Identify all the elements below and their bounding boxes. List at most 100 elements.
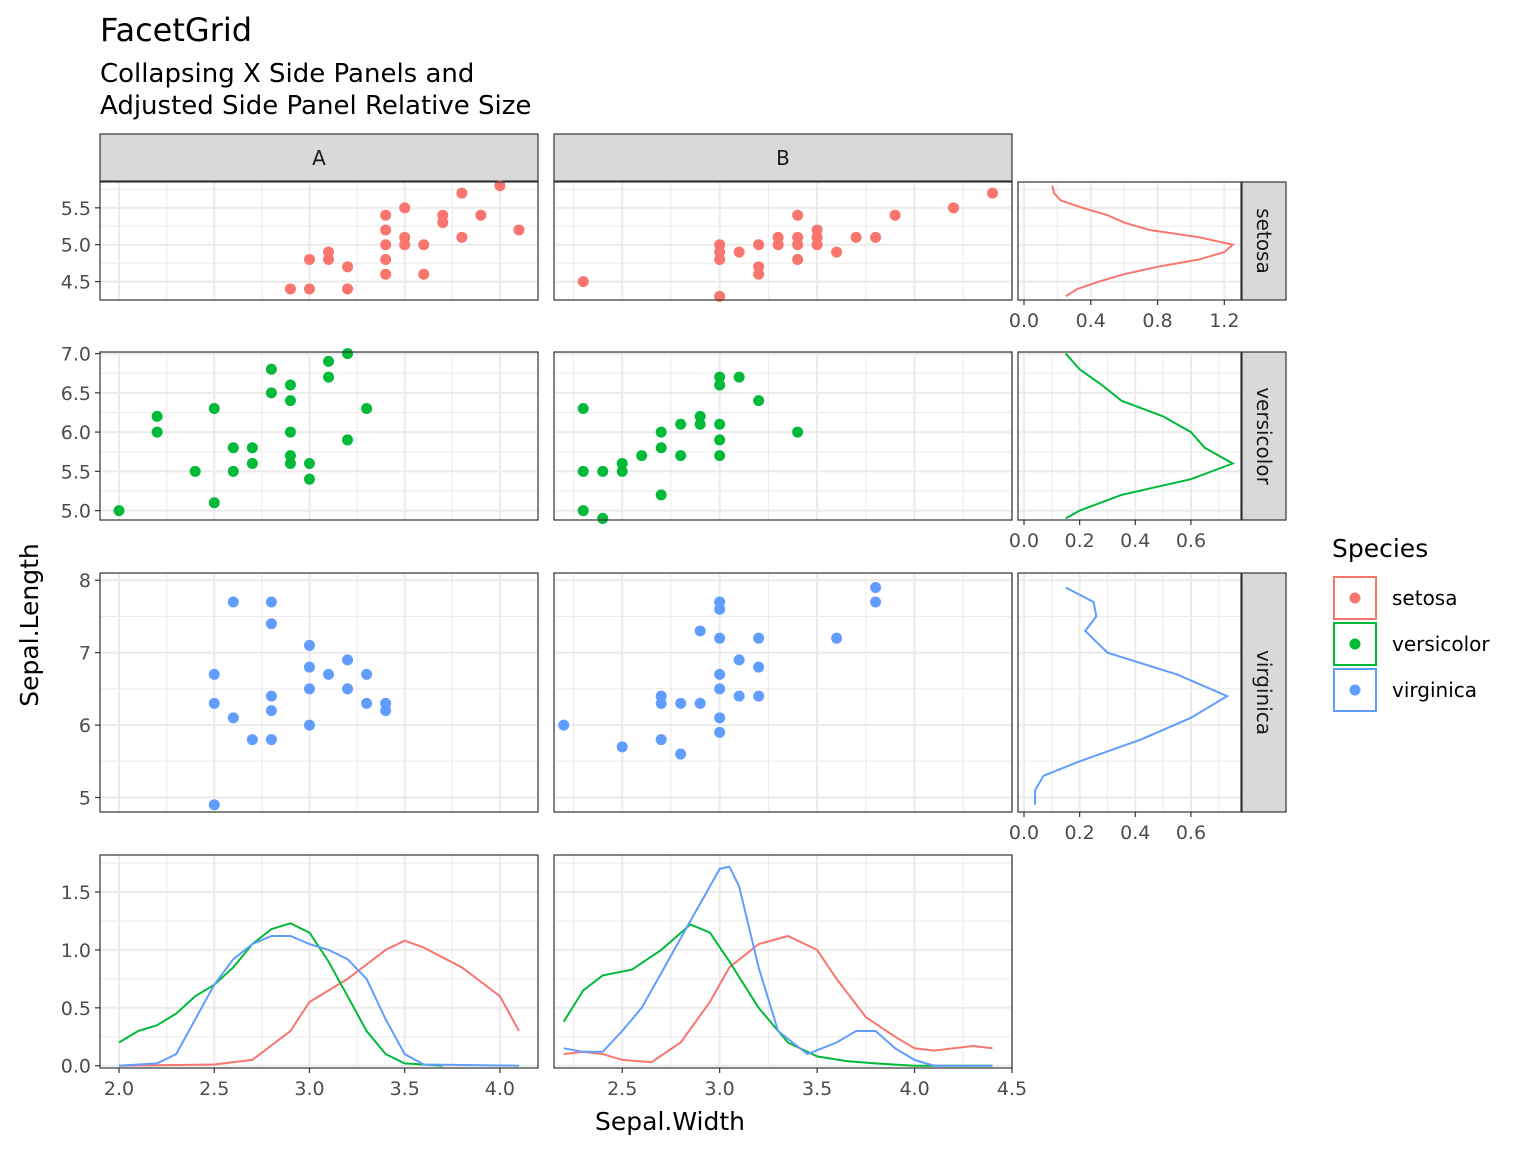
legend-label-versicolor: versicolor bbox=[1392, 632, 1490, 656]
point-versicolor-A-21 bbox=[342, 434, 354, 446]
density-A-versicolor bbox=[118, 922, 443, 1067]
side-x-axis-setosa-tick-label-3: 1.2 bbox=[1209, 310, 1239, 332]
point-setosa-B-17 bbox=[811, 224, 823, 236]
legend-item-setosa: setosa bbox=[1333, 576, 1457, 620]
point-virginica-B-0 bbox=[558, 719, 570, 731]
point-setosa-A-22 bbox=[494, 180, 506, 192]
side-x-axis-virginica-tick-label-2: 0.4 bbox=[1120, 822, 1150, 844]
point-setosa-A-16 bbox=[418, 239, 430, 251]
side-panel-setosa-bg bbox=[1018, 182, 1241, 300]
side-panel-versicolor-border bbox=[1017, 351, 1242, 521]
y-axis-setosa-tick-label-2: 5.5 bbox=[61, 198, 91, 220]
density-y-axis-tick-label-3: 1.5 bbox=[61, 882, 91, 904]
side-x-axis-virginica-tick-label-0: 0.0 bbox=[1009, 822, 1039, 844]
point-setosa-A-2 bbox=[342, 283, 354, 295]
y-axis-versicolor-tick-label-0: 5.0 bbox=[61, 501, 91, 523]
point-virginica-B-7 bbox=[694, 697, 706, 709]
point-setosa-B-18 bbox=[831, 246, 843, 258]
side-density-setosa bbox=[1051, 185, 1235, 298]
point-setosa-A-1 bbox=[303, 283, 315, 295]
point-versicolor-A-13 bbox=[284, 450, 296, 462]
legend: Species setosa versicolor virginica bbox=[1332, 534, 1490, 712]
point-versicolor-A-2 bbox=[151, 410, 163, 422]
point-virginica-B-13 bbox=[714, 632, 726, 644]
strip-A-box bbox=[99, 133, 539, 182]
point-setosa-A-19 bbox=[456, 231, 468, 243]
point-virginica-A-3 bbox=[227, 712, 239, 724]
point-virginica-B-12 bbox=[714, 668, 726, 680]
chart-subtitle-line-2: Adjusted Side Panel Relative Size bbox=[100, 91, 531, 121]
x-axis-B-tick-label-3: 4.0 bbox=[899, 1078, 929, 1100]
strip-A: A bbox=[99, 133, 539, 182]
panel-versicolor-B bbox=[553, 351, 1013, 524]
point-virginica-B-17 bbox=[733, 654, 745, 666]
panel-versicolor-A-border bbox=[99, 351, 539, 521]
side-x-axis-versicolor-tick-label-3: 0.6 bbox=[1176, 530, 1206, 552]
point-versicolor-A-1 bbox=[151, 426, 163, 438]
strip-virginica-label: virginica bbox=[1252, 650, 1276, 735]
strip-B: B bbox=[553, 133, 1013, 182]
point-virginica-B-1 bbox=[616, 741, 628, 753]
point-versicolor-A-23 bbox=[361, 403, 373, 415]
y-axis-setosa-tick-label-1: 5.0 bbox=[61, 235, 91, 257]
side-x-axis-versicolor-tick-label-2: 0.4 bbox=[1120, 530, 1150, 552]
panel-versicolor-A: 5.0 5.5 6.0 6.5 7.0 bbox=[61, 344, 539, 523]
point-setosa-B-4 bbox=[714, 239, 726, 251]
y-axis-versicolor-tick-label-2: 6.0 bbox=[61, 422, 91, 444]
point-setosa-A-18 bbox=[437, 209, 449, 221]
strip-versicolor-label: versicolor bbox=[1252, 387, 1276, 485]
x-axis-A-tick-label-2: 3.0 bbox=[294, 1078, 324, 1100]
point-virginica-B-5 bbox=[675, 748, 687, 760]
point-setosa-B-19 bbox=[850, 231, 862, 243]
strip-setosa-box bbox=[1241, 181, 1287, 301]
density-B-virginica bbox=[563, 865, 993, 1067]
point-virginica-A-2 bbox=[208, 668, 220, 680]
point-versicolor-B-8 bbox=[655, 489, 667, 501]
panel-versicolor-A-bg bbox=[100, 352, 538, 520]
point-setosa-A-15 bbox=[418, 268, 430, 280]
point-versicolor-B-1 bbox=[577, 465, 589, 477]
y-axis-virginica-tick-label-2: 7 bbox=[79, 643, 91, 665]
strip-setosa-label: setosa bbox=[1252, 208, 1276, 273]
point-setosa-A-6 bbox=[342, 261, 354, 273]
side-panel-versicolor: 0.0 0.2 0.4 0.6 bbox=[1009, 351, 1242, 552]
panel-setosa-B bbox=[553, 181, 1013, 302]
point-versicolor-B-13 bbox=[694, 418, 706, 430]
point-versicolor-A-10 bbox=[265, 387, 277, 399]
point-setosa-B-13 bbox=[792, 231, 804, 243]
panel-setosa-B-bg bbox=[554, 182, 1012, 300]
point-virginica-A-6 bbox=[265, 734, 277, 746]
x-axis-A-tick-label-3: 3.5 bbox=[390, 1078, 420, 1100]
point-versicolor-B-9 bbox=[655, 442, 667, 454]
point-setosa-B-11 bbox=[792, 253, 804, 265]
density-panel-B: 2.5 3.0 3.5 4.0 4.5 bbox=[553, 854, 1027, 1100]
panel-virginica-B-border bbox=[553, 572, 1013, 813]
chart-subtitle-line-1: Collapsing X Side Panels and bbox=[100, 59, 474, 89]
point-setosa-A-3 bbox=[303, 253, 315, 265]
side-x-axis-versicolor-tick-label-0: 0.0 bbox=[1009, 530, 1039, 552]
panel-virginica-A-bg bbox=[100, 573, 538, 812]
point-setosa-A-7 bbox=[380, 268, 392, 280]
y-axis-versicolor-tick-label-4: 7.0 bbox=[61, 344, 91, 366]
density-A-virginica bbox=[118, 935, 520, 1067]
panel-setosa-A: 4.5 5.0 5.5 bbox=[61, 180, 539, 301]
point-virginica-B-21 bbox=[831, 632, 843, 644]
density-panel-B-bg bbox=[554, 855, 1012, 1068]
panel-virginica-A-border bbox=[99, 572, 539, 813]
point-versicolor-A-11 bbox=[265, 363, 277, 375]
strip-B-label: B bbox=[776, 146, 790, 170]
point-setosa-A-20 bbox=[456, 187, 468, 199]
x-axis-B-tick-label-2: 3.5 bbox=[802, 1078, 832, 1100]
point-versicolor-A-4 bbox=[208, 497, 220, 509]
point-versicolor-A-0 bbox=[113, 505, 125, 517]
x-axis-B-tick-label-4: 4.5 bbox=[997, 1078, 1027, 1100]
legend-item-versicolor: versicolor bbox=[1333, 622, 1490, 666]
point-versicolor-B-17 bbox=[714, 418, 726, 430]
point-virginica-A-4 bbox=[227, 596, 239, 608]
point-versicolor-B-7 bbox=[636, 450, 648, 462]
point-virginica-A-8 bbox=[265, 690, 277, 702]
density-panel-B-border bbox=[553, 854, 1013, 1069]
legend-point-virginica bbox=[1349, 684, 1361, 696]
point-versicolor-A-3 bbox=[189, 465, 201, 477]
point-virginica-A-21 bbox=[380, 697, 392, 709]
